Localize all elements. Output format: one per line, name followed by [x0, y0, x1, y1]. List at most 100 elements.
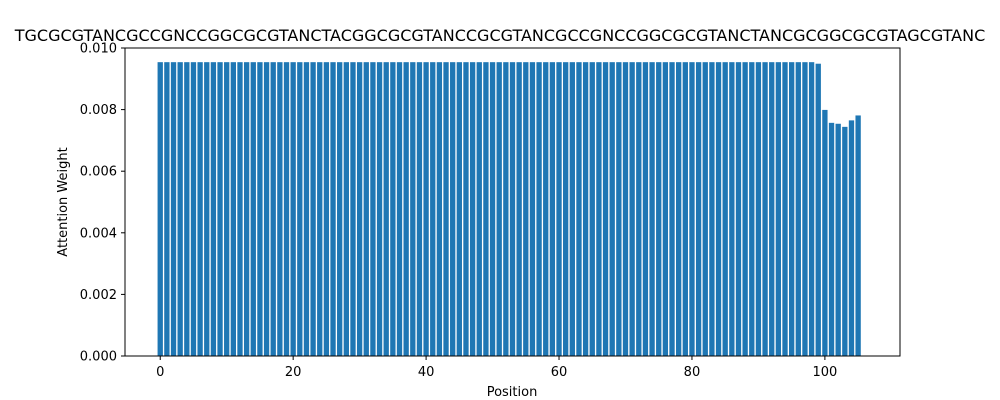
- bar-65: [589, 62, 595, 356]
- bar-6: [197, 62, 203, 356]
- bar-102: [835, 123, 841, 356]
- bar-71: [629, 62, 635, 356]
- bar-20: [290, 62, 296, 356]
- bar-66: [596, 62, 602, 356]
- bar-55: [523, 62, 529, 356]
- bar-23: [310, 62, 316, 356]
- bar-94: [782, 62, 788, 356]
- bar-68: [609, 62, 615, 356]
- x-tick-label: 20: [285, 365, 302, 380]
- y-tick-label: 0.008: [80, 103, 117, 118]
- bar-5: [190, 62, 197, 356]
- bar-95: [789, 62, 795, 356]
- bar-98: [808, 62, 815, 356]
- plot-frame: [124, 47, 901, 357]
- bar-77: [669, 62, 675, 356]
- bar-44: [450, 62, 456, 356]
- bar-83: [709, 62, 715, 356]
- bar-56: [529, 62, 536, 356]
- x-tick-label: 0: [156, 365, 164, 380]
- bar-12: [237, 62, 243, 356]
- bar-104: [848, 120, 855, 356]
- bar-93: [775, 62, 782, 356]
- bar-26: [330, 62, 336, 356]
- bar-19: [283, 62, 290, 356]
- bar-87: [735, 62, 742, 356]
- bar-76: [662, 62, 669, 356]
- bar-8: [210, 62, 217, 356]
- bar-16: [263, 62, 270, 356]
- y-axis-ticks: 0.000 0.002 0.004 0.006 0.008 0.010: [80, 42, 125, 365]
- bar-17: [270, 62, 276, 356]
- bar-52: [503, 62, 509, 356]
- bar-0: [157, 62, 163, 356]
- bar-31: [363, 62, 369, 356]
- bar-105: [855, 115, 861, 357]
- bar-45: [456, 62, 462, 356]
- y-axis-label: Attention Weight: [56, 147, 71, 256]
- bar-21: [297, 62, 303, 356]
- bar-101: [828, 122, 835, 357]
- bar-64: [582, 62, 589, 356]
- bar-89: [749, 62, 755, 356]
- bar-38: [410, 62, 416, 356]
- bar-60: [556, 62, 562, 356]
- bars-group: [157, 62, 861, 357]
- bar-35: [390, 62, 396, 356]
- bar-15: [257, 62, 263, 356]
- bar-11: [230, 62, 236, 356]
- bar-32: [370, 62, 376, 356]
- bar-70: [622, 62, 629, 356]
- bar-57: [536, 62, 542, 356]
- x-tick-label: 60: [551, 365, 568, 380]
- bar-92: [769, 62, 775, 356]
- bar-59: [549, 62, 556, 356]
- bar-34: [383, 62, 389, 356]
- y-tick-label: 0.006: [80, 165, 117, 180]
- y-tick-label: 0.010: [80, 42, 117, 57]
- bar-47: [469, 62, 476, 356]
- bar-10: [224, 62, 230, 356]
- bar-13: [243, 62, 250, 356]
- bar-30: [356, 62, 363, 356]
- bar-37: [403, 62, 409, 356]
- bar-86: [729, 62, 735, 356]
- bar-82: [702, 62, 708, 356]
- bar-63: [576, 62, 582, 356]
- y-tick-label: 0.004: [80, 226, 117, 241]
- bar-58: [543, 62, 549, 356]
- bar-78: [676, 62, 682, 356]
- x-axis-label: Position: [487, 385, 538, 400]
- x-tick-label: 40: [418, 365, 435, 380]
- bar-33: [376, 62, 383, 356]
- bar-4: [184, 62, 190, 356]
- x-axis-ticks: 0 20 40 60 80 100: [156, 356, 837, 380]
- x-tick-label: 80: [684, 365, 701, 380]
- bar-103: [842, 126, 848, 357]
- bar-42: [436, 62, 443, 356]
- bar-9: [217, 62, 223, 356]
- bar-88: [742, 62, 748, 356]
- bar-97: [802, 62, 808, 356]
- bar-39: [416, 62, 423, 356]
- bar-85: [722, 62, 728, 356]
- bar-24: [317, 62, 323, 356]
- bar-74: [649, 62, 655, 356]
- bar-1: [164, 62, 170, 356]
- bar-49: [483, 62, 489, 356]
- bar-29: [350, 62, 356, 356]
- chart-title: TGCGCGTANCGCCGNCCGGCGCGTANCTACGGCGCGTANC…: [14, 26, 986, 45]
- bar-41: [430, 62, 436, 356]
- bar-36: [396, 62, 403, 356]
- bar-80: [689, 62, 695, 356]
- bar-67: [602, 62, 609, 356]
- bar-54: [516, 62, 522, 356]
- bar-46: [463, 62, 469, 356]
- bar-7: [204, 62, 210, 356]
- bar-28: [343, 62, 349, 356]
- y-tick-label: 0.000: [80, 350, 117, 365]
- bar-96: [795, 62, 801, 356]
- bar-81: [695, 62, 702, 356]
